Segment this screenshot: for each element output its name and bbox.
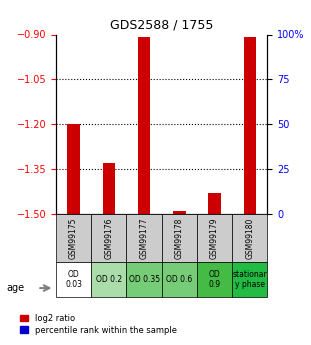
Text: GSM99177: GSM99177	[140, 217, 149, 259]
Bar	[208, 193, 221, 214]
Text: GSM99175: GSM99175	[69, 217, 78, 259]
FancyBboxPatch shape	[162, 262, 197, 297]
Text: GSM99178: GSM99178	[175, 217, 184, 259]
FancyBboxPatch shape	[162, 214, 197, 262]
Text: GSM99176: GSM99176	[104, 217, 113, 259]
FancyBboxPatch shape	[56, 214, 91, 262]
FancyBboxPatch shape	[127, 262, 162, 297]
FancyBboxPatch shape	[197, 262, 232, 297]
Title: GDS2588 / 1755: GDS2588 / 1755	[110, 19, 213, 32]
Bar	[138, 38, 150, 214]
FancyBboxPatch shape	[232, 262, 267, 297]
FancyBboxPatch shape	[91, 262, 127, 297]
FancyBboxPatch shape	[91, 214, 127, 262]
FancyBboxPatch shape	[127, 214, 162, 262]
Bar	[244, 38, 256, 214]
Bar	[103, 163, 115, 214]
FancyBboxPatch shape	[56, 262, 91, 297]
Legend: log2 ratio, percentile rank within the sample: log2 ratio, percentile rank within the s…	[20, 314, 177, 335]
Text: OD 0.35: OD 0.35	[128, 275, 160, 284]
Text: GSM99179: GSM99179	[210, 217, 219, 259]
Text: OD
0.03: OD 0.03	[65, 270, 82, 289]
FancyBboxPatch shape	[232, 214, 267, 262]
Bar	[173, 211, 185, 214]
Text: OD 0.2: OD 0.2	[96, 275, 122, 284]
Bar	[67, 124, 80, 214]
FancyBboxPatch shape	[197, 214, 232, 262]
Text: OD
0.9: OD 0.9	[209, 270, 220, 289]
Text: age: age	[6, 283, 24, 293]
Text: GSM99180: GSM99180	[245, 217, 254, 259]
Text: stationar
y phase: stationar y phase	[232, 270, 267, 289]
Text: OD 0.6: OD 0.6	[166, 275, 193, 284]
